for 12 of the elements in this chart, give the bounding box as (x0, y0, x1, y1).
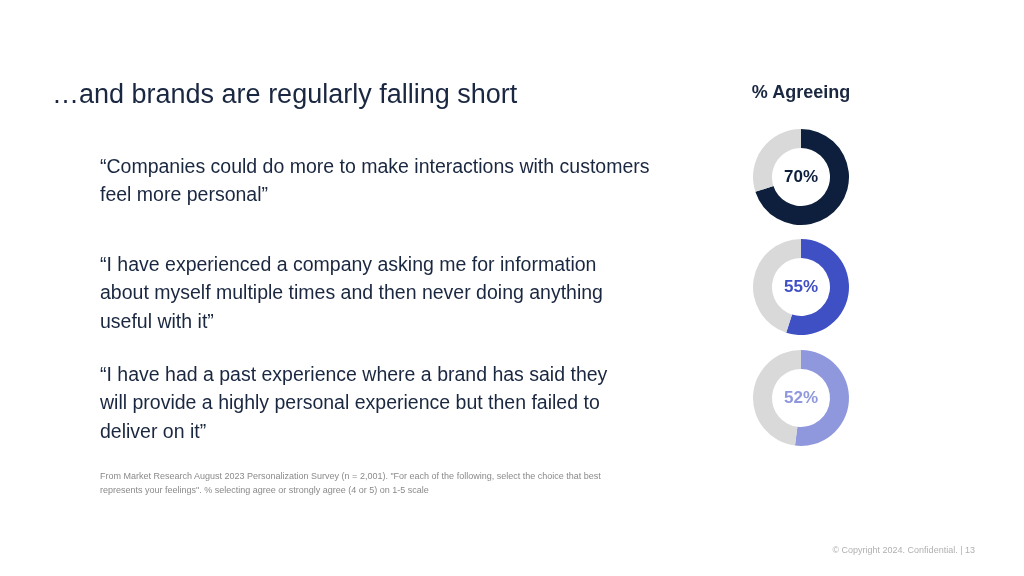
text: “Companies could do more to make interactions with customers feel more personal” (100, 155, 650, 206)
text: © Copyright 2024. Confidential. | 13 (832, 545, 975, 555)
text: “I have had a past experience where a brand has said they will provide a highly personal experience but then failed to deliver on it” (99, 363, 608, 442)
donut-slice (786, 239, 849, 335)
donut-slice (755, 129, 849, 225)
text: “I have experienced a company asking me for information about myself multiple times and then never doing anything useful with it” (100, 253, 603, 332)
text: From Market Research August 2023 Personalization Survey (n = 2,001). "For each of the following, select the choice that best represents your feelings". % selecting agree or strongly agree (4 or 5) on 1-5 scale (100, 471, 602, 495)
data-label: 52% (783, 388, 819, 407)
text: …and brands are regularly falling short (52, 79, 518, 109)
data-label: 55% (783, 277, 819, 296)
text: % Agreeing (751, 82, 851, 102)
data-label: 70% (783, 167, 819, 186)
